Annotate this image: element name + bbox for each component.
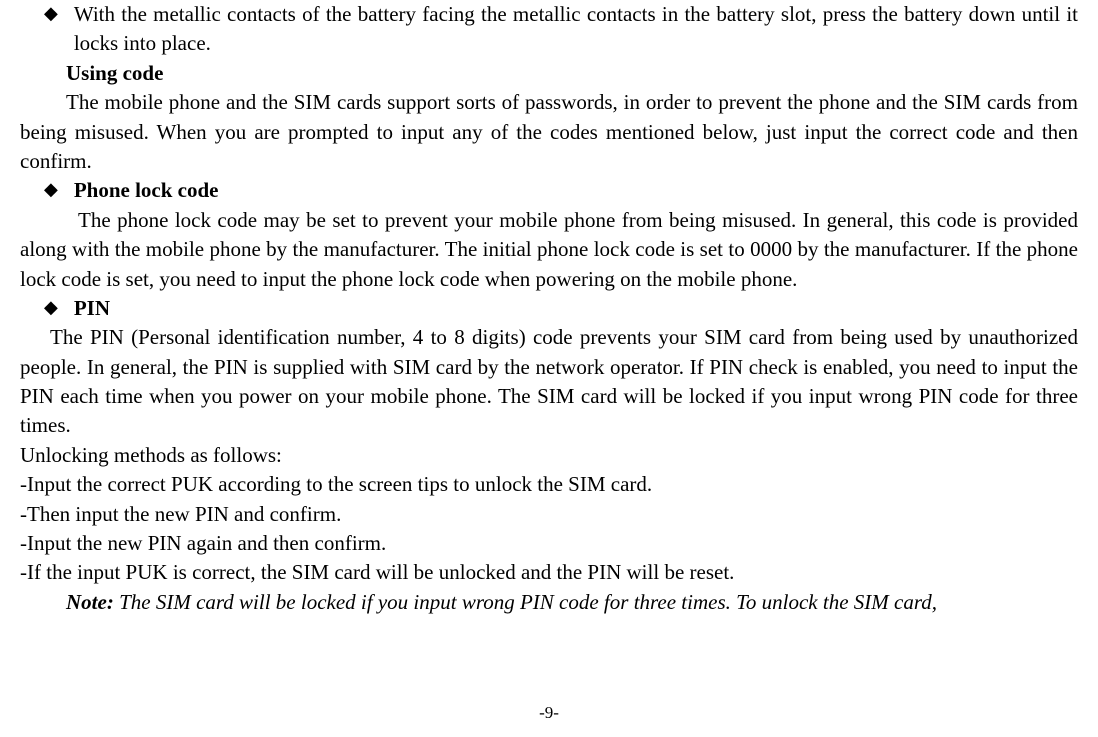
page-number: -9- — [539, 701, 559, 725]
note-label: Note: — [66, 590, 114, 614]
heading-pin: PIN — [74, 294, 110, 323]
bullet-text: With the metallic contacts of the batter… — [74, 0, 1078, 59]
document-content: ◆ With the metallic contacts of the batt… — [20, 0, 1078, 617]
heading-phone-lock: Phone lock code — [74, 176, 219, 205]
diamond-bullet-icon: ◆ — [44, 176, 58, 203]
unlock-step-1: -Input the correct PUK according to the … — [20, 470, 1078, 499]
heading-using-code: Using code — [20, 59, 1078, 88]
note-text: The SIM card will be locked if you input… — [114, 590, 937, 614]
diamond-bullet-icon: ◆ — [44, 294, 58, 321]
bullet-heading-pin: ◆ PIN — [20, 294, 1078, 323]
unlock-intro: Unlocking methods as follows: — [20, 441, 1078, 470]
unlock-step-2: -Then input the new PIN and confirm. — [20, 500, 1078, 529]
bullet-item-battery: ◆ With the metallic contacts of the batt… — [20, 0, 1078, 59]
para-using-code: The mobile phone and the SIM cards suppo… — [20, 88, 1078, 176]
para-phone-lock: The phone lock code may be set to preven… — [20, 206, 1078, 294]
unlock-step-4: -If the input PUK is correct, the SIM ca… — [20, 558, 1078, 587]
para-pin: The PIN (Personal identification number,… — [20, 323, 1078, 441]
diamond-bullet-icon: ◆ — [44, 0, 58, 27]
note-line: Note: The SIM card will be locked if you… — [20, 588, 1078, 617]
unlock-step-3: -Input the new PIN again and then confir… — [20, 529, 1078, 558]
bullet-heading-phone-lock: ◆ Phone lock code — [20, 176, 1078, 205]
